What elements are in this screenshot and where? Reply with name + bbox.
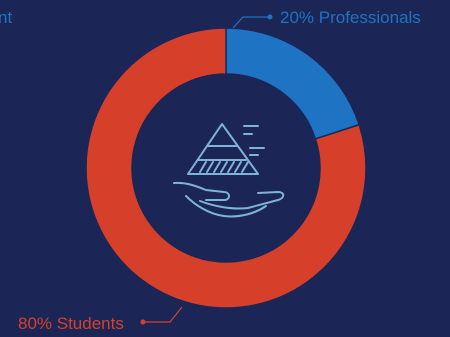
leader-line-students (140, 306, 183, 325)
slice-label-students: 80% Students (18, 314, 124, 333)
partial-label-left: nt (0, 8, 13, 27)
donut-slice-professionals (225, 27, 361, 140)
donut-slice-students (85, 27, 367, 309)
leader-line-professionals (232, 14, 273, 29)
slice-label-professionals: 20% Professionals (280, 8, 421, 27)
hand-holding-pyramid-icon (173, 123, 285, 218)
donut-slices (85, 27, 367, 309)
